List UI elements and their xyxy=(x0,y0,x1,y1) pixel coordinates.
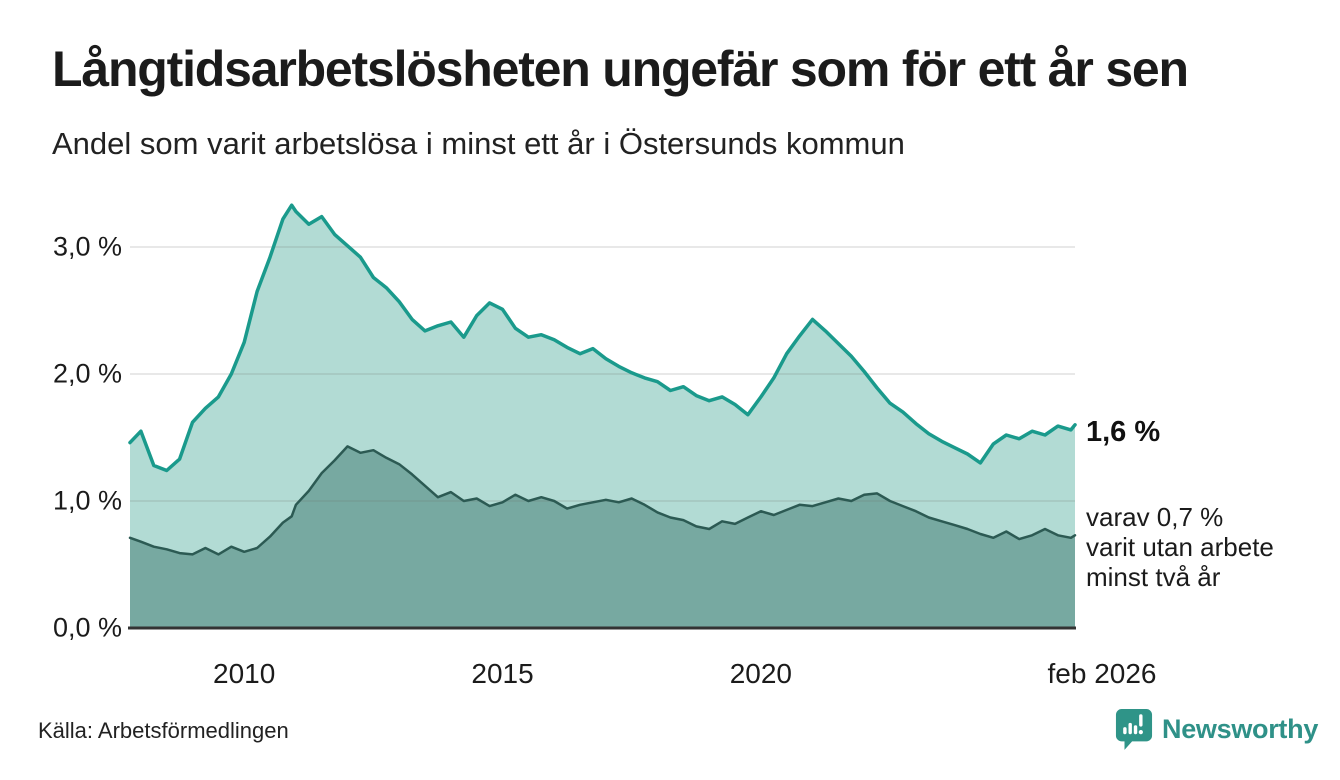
end-value-sublabel: varav 0,7 % varit utan arbete minst två … xyxy=(1086,502,1274,592)
newsworthy-brand: Newsworthy xyxy=(1115,707,1318,751)
y-tick-label: 2,0 % xyxy=(52,358,122,389)
x-tick-label: 2020 xyxy=(729,658,793,689)
sublabel-line: minst två år xyxy=(1086,562,1221,592)
newsworthy-wordmark: Newsworthy xyxy=(1162,713,1319,744)
x-tick-label: 2015 xyxy=(471,658,534,689)
line-series-0 xyxy=(128,203,1077,473)
x-tick-label: 2010 xyxy=(213,658,276,689)
sublabel-line: varav 0,7 % xyxy=(1086,502,1224,532)
chart-subtitle: Andel som varit arbetslösa i minst ett å… xyxy=(52,126,905,161)
x-tick-label: feb 2026 xyxy=(1047,658,1157,689)
area-series-1 xyxy=(130,446,1075,628)
y-tick-label: 3,0 % xyxy=(52,231,122,262)
sublabel-line: varit utan arbete xyxy=(1086,532,1274,562)
source-note: Källa: Arbetsförmedlingen xyxy=(38,718,289,743)
line-series-1 xyxy=(128,445,1077,556)
end-value-label: 1,6 % xyxy=(1086,416,1161,448)
y-tick-label: 1,0 % xyxy=(52,485,122,516)
newsworthy-speech-bubble-bar-chart-icon xyxy=(1115,709,1153,750)
y-tick-label: 0,0 % xyxy=(52,612,122,643)
page-title: Långtidsarbetslösheten ungefär som för e… xyxy=(52,41,1189,97)
